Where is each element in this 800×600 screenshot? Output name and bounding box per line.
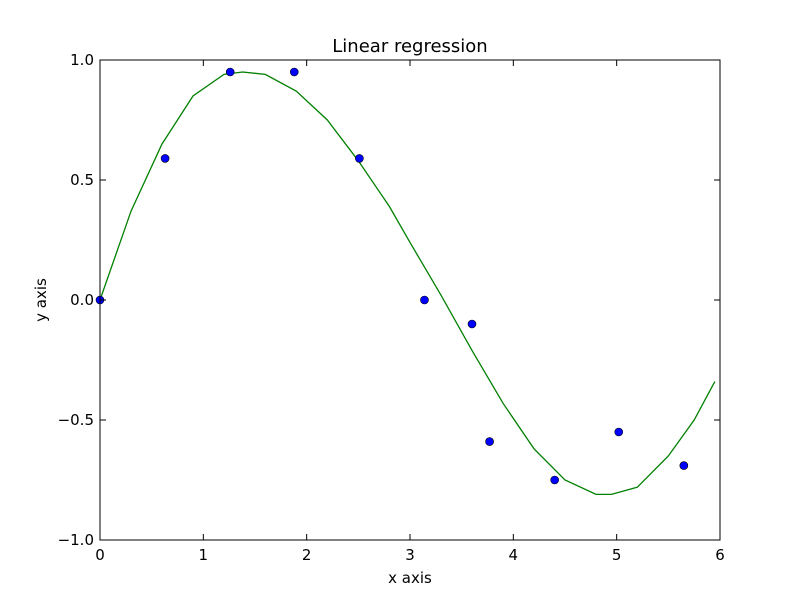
x-tick-label: 4 [509, 546, 519, 564]
data-point-9 [614, 427, 624, 437]
data-point-7 [485, 437, 494, 446]
regression-curve-layer [99, 71, 716, 496]
x-tick-label: 3 [405, 546, 415, 564]
data-point-3 [289, 67, 299, 77]
data-point-6 [467, 319, 477, 329]
y-ticks: −1.0 −0.5 0.0 0.5 1.0 [58, 51, 720, 549]
y-tick-label: −1.0 [58, 531, 94, 549]
x-tick-label: 5 [612, 546, 622, 564]
y-tick-label: 0.5 [70, 171, 94, 189]
y-axis-label: y axis [32, 278, 50, 322]
data-point-8 [550, 475, 559, 485]
data-point-1 [160, 154, 170, 163]
data-points-layer [95, 67, 689, 485]
x-tick-label: 1 [199, 546, 209, 564]
regression-line [99, 71, 716, 496]
chart-title: Linear regression [332, 36, 487, 57]
data-point-4 [355, 154, 364, 163]
x-tick-label: 2 [302, 546, 312, 564]
x-tick-label: 0 [95, 546, 105, 564]
data-point-2 [225, 67, 235, 77]
y-tick-label: 0.0 [70, 291, 94, 309]
data-point-5 [420, 295, 429, 305]
y-tick-label: 1.0 [70, 51, 94, 69]
x-axis-label: x axis [388, 569, 432, 587]
y-tick-label: −0.5 [58, 411, 94, 429]
x-tick-label: 6 [715, 546, 725, 564]
x-ticks: 0 1 2 3 4 5 6 [95, 60, 725, 564]
data-point-10 [679, 461, 689, 470]
plot-area [100, 60, 720, 540]
